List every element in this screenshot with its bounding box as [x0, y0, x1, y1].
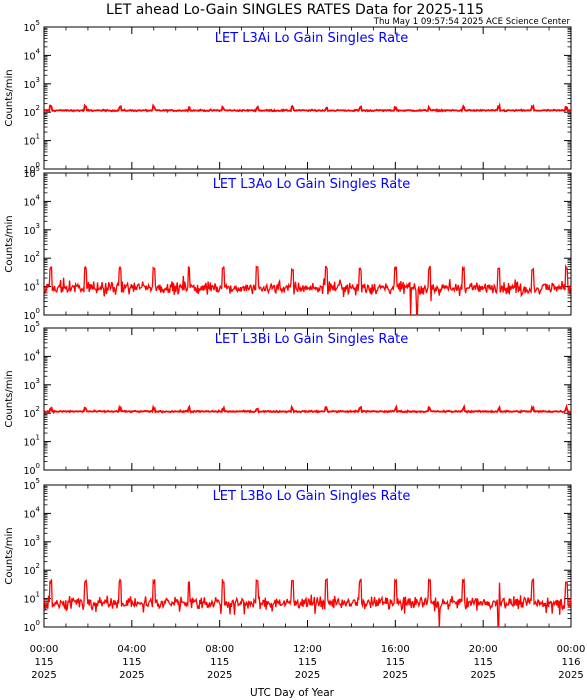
y-tick-label: 103 — [23, 222, 40, 237]
y-axis-label: Counts/min — [4, 527, 15, 584]
y-axis-label: Counts/min — [4, 69, 15, 126]
x-tick-label: 16:00 — [381, 644, 410, 655]
y-axis-label: Counts/min — [4, 370, 15, 427]
y-tick-label: 105 — [23, 320, 40, 335]
x-tick-label-group: 16:00 115 2025 — [381, 644, 410, 681]
y-tick-label: 105 — [23, 477, 40, 492]
panel-2: 100 101 102 103 104 105 Counts/min LET L3Ao Lo … — [4, 165, 572, 322]
x-tick-label-group: 20:00 115 2025 — [469, 644, 498, 681]
y-tick-label: 100 — [23, 462, 40, 477]
x-tick-label: 115 — [298, 657, 317, 668]
panel-title: LET L3Ao Lo Gain Singles Rate — [213, 177, 411, 192]
y-tick-label: 100 — [23, 619, 40, 634]
x-axis-label: UTC Day of Year — [250, 687, 335, 699]
generation-timestamp: Thu May 1 09:57:54 2025 ACE Science Cent… — [373, 17, 571, 27]
x-tick-label-group: 04:00 115 2025 — [117, 644, 146, 681]
x-tick-label: 115 — [386, 657, 405, 668]
x-tick-label: 115 — [474, 657, 493, 668]
y-tick-label: 105 — [23, 19, 40, 34]
y-tick-label: 103 — [23, 76, 40, 91]
x-tick-label: 2025 — [470, 670, 495, 681]
y-tick-label: 101 — [23, 133, 40, 148]
x-tick-label: 12:00 — [293, 644, 322, 655]
y-tick-label: 104 — [23, 47, 40, 62]
panel-frame — [43, 327, 572, 471]
y-tick-label: 102 — [23, 250, 40, 265]
x-tick-label: 116 — [561, 657, 580, 668]
y-tick-label: 102 — [23, 104, 40, 119]
y-tick-label: 100 — [23, 307, 40, 322]
y-tick-label: 101 — [23, 434, 40, 449]
x-tick-label: 08:00 — [205, 644, 234, 655]
y-tick-label: 104 — [23, 193, 40, 208]
series-line — [43, 577, 572, 628]
y-tick-label: 102 — [23, 562, 40, 577]
x-tick-label: 20:00 — [469, 644, 498, 655]
x-tick-label: 115 — [122, 657, 141, 668]
panel-4: 100 101 102 103 104 105 Counts/min LET L3Bo Lo … — [4, 477, 572, 634]
panels-group: 100 101 102 103 104 105 Counts/min LET L3Ai Lo … — [4, 19, 572, 634]
series-line — [43, 264, 572, 316]
y-tick-label: 102 — [23, 405, 40, 420]
panel-1: 100 101 102 103 104 105 Counts/min LET L3Ai Lo … — [4, 19, 572, 176]
y-tick-label: 104 — [23, 348, 40, 363]
x-axis-labels: 00:00115202504:00115202508:00115202512:0… — [30, 644, 586, 681]
panel-3: 100 101 102 103 104 105 Counts/min LET L3Bi Lo … — [4, 320, 572, 477]
x-tick-label: 00:00 — [30, 644, 59, 655]
series-line — [43, 403, 572, 415]
x-tick-label: 00:00 — [557, 644, 586, 655]
y-axis-label: Counts/min — [4, 215, 15, 272]
y-tick-label: 104 — [23, 505, 40, 520]
y-tick-label: 103 — [23, 534, 40, 549]
y-tick-label: 100 — [23, 161, 40, 176]
x-tick-label-group: 00:00 115 2025 — [30, 644, 59, 681]
x-tick-label: 2025 — [31, 670, 56, 681]
x-tick-label: 2025 — [119, 670, 144, 681]
y-tick-label: 101 — [23, 279, 40, 294]
x-tick-label: 115 — [210, 657, 229, 668]
x-tick-label: 2025 — [558, 670, 583, 681]
panel-title: LET L3Bi Lo Gain Singles Rate — [215, 332, 409, 347]
series-line — [43, 102, 572, 114]
panel-title: LET L3Ai Lo Gain Singles Rate — [215, 31, 408, 46]
y-tick-label: 103 — [23, 377, 40, 392]
panel-title: LET L3Bo Lo Gain Singles Rate — [213, 489, 411, 504]
x-tick-label: 2025 — [207, 670, 232, 681]
panel-frame — [43, 26, 572, 170]
x-tick-label-group: 08:00 115 2025 — [205, 644, 234, 681]
panel-frame — [43, 172, 572, 316]
x-tick-label-group: 12:00 115 2025 — [293, 644, 322, 681]
x-tick-label: 04:00 — [117, 644, 146, 655]
x-tick-label: 2025 — [383, 670, 408, 681]
chart-title: LET ahead Lo-Gain SINGLES RATES Data for… — [106, 2, 484, 18]
y-tick-label: 101 — [23, 591, 40, 606]
x-tick-label-group: 00:00 116 2025 — [557, 644, 586, 681]
x-tick-label: 115 — [34, 657, 53, 668]
x-tick-label: 2025 — [295, 670, 320, 681]
y-tick-label: 105 — [23, 165, 40, 180]
